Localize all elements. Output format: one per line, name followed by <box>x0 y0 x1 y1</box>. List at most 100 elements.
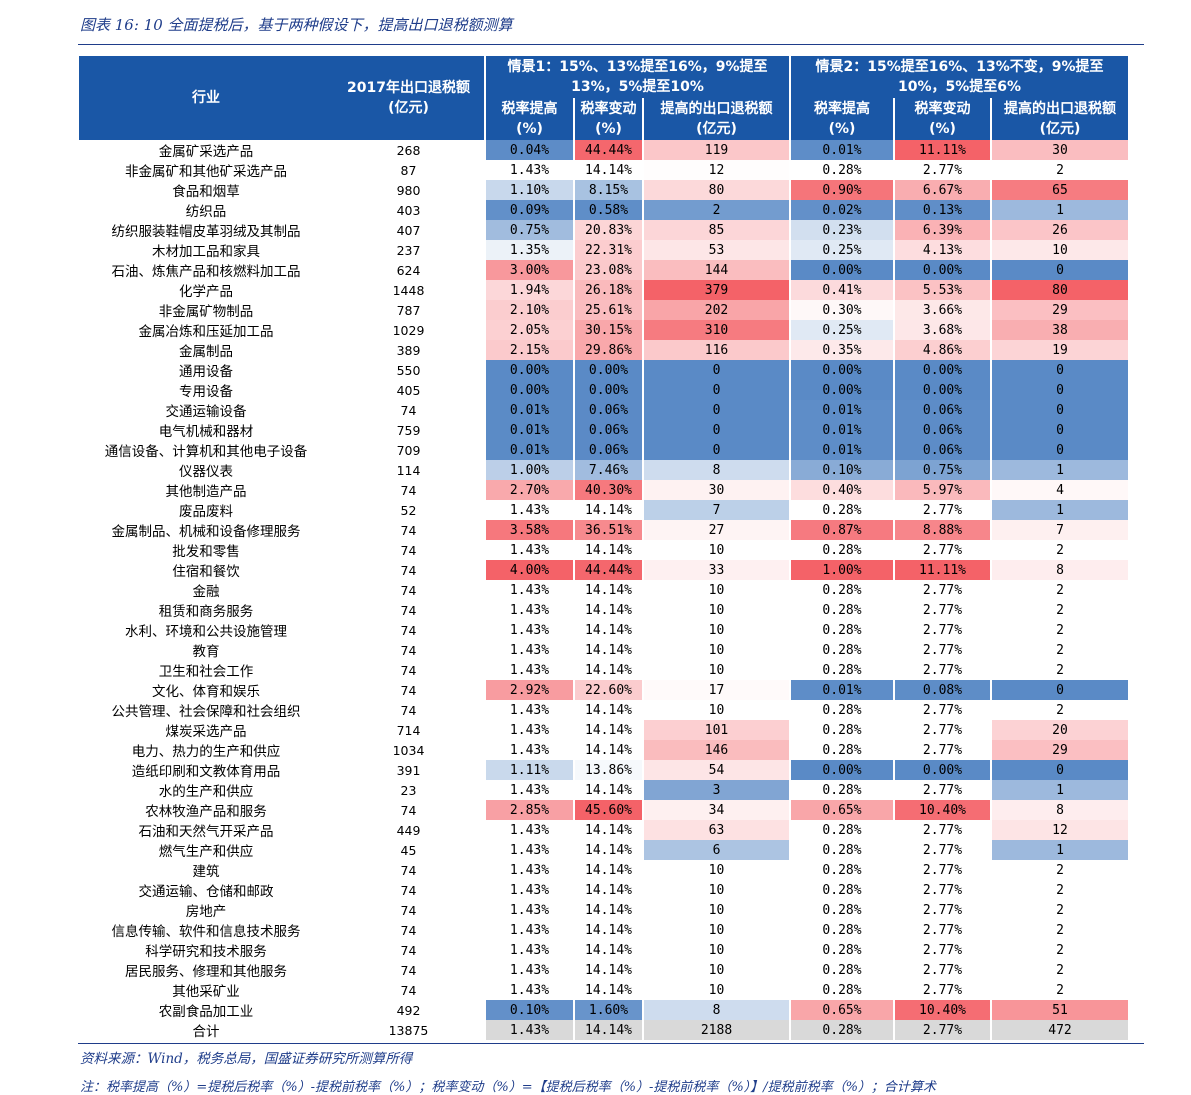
value-cell-b2: 2.77% <box>893 540 991 560</box>
value-cell-a3: 7 <box>642 500 790 520</box>
value-cell-b3: 2 <box>990 580 1128 600</box>
table-row: 住宿和餐饮 74 4.00% 44.44% 33 1.00% 11.11% 8 <box>79 560 1128 580</box>
rebate-2017-cell: 74 <box>400 902 417 918</box>
table-row: 仪器仪表 114 1.00% 7.46% 8 0.10% 0.75% 1 <box>79 460 1128 480</box>
industry-cell: 卫生和社会工作 <box>158 664 254 680</box>
industry-cell: 金融 <box>192 584 220 600</box>
table-row: 木材加工品和家具 237 1.35% 22.31% 53 0.25% 4.13% 10 <box>79 240 1128 260</box>
value-cell-b2: 2.77% <box>893 720 991 740</box>
value-cell-b1: 0.28% <box>789 740 894 760</box>
rebate-2017-cell: 389 <box>396 342 421 358</box>
industry-cell: 水的生产和供应 <box>158 784 254 800</box>
value-cell-a2: 1.60% <box>573 1000 643 1020</box>
header-s2-rate-change: 税率变动 (%) <box>893 98 991 140</box>
value-cell-b2: 2.77% <box>893 740 991 760</box>
value-cell-a2: 22.60% <box>573 680 643 700</box>
value-cell-a3: 10 <box>642 660 790 680</box>
value-cell-b2: 0.00% <box>893 380 991 400</box>
value-cell-a3: 10 <box>642 600 790 620</box>
value-cell-b2: 2.77% <box>893 820 991 840</box>
value-cell-b2: 2.77% <box>893 780 991 800</box>
value-cell-b3: 2 <box>990 960 1128 980</box>
industry-cell: 仪器仪表 <box>179 464 233 480</box>
industry-cell: 石油、炼焦产品和核燃料加工品 <box>111 264 301 280</box>
header-s1-rate-up: 税率提高 (%) <box>484 98 574 140</box>
value-cell-b1: 0.28% <box>789 700 894 720</box>
table-row: 卫生和社会工作 74 1.43% 14.14% 10 0.28% 2.77% 2 <box>79 660 1128 680</box>
value-cell-b2: 2.77% <box>893 600 991 620</box>
value-cell-a2: 14.14% <box>573 620 643 640</box>
value-cell-a2: 7.46% <box>573 460 643 480</box>
value-cell-a1: 1.43% <box>484 860 574 880</box>
table-row: 交通运输、仓储和邮政 74 1.43% 14.14% 10 0.28% 2.77% 2 <box>79 880 1128 900</box>
value-cell-a3: 0 <box>642 440 790 460</box>
value-cell-b3: 8 <box>990 800 1128 820</box>
value-cell-a1: 0.01% <box>484 440 574 460</box>
value-cell-b3: 65 <box>990 180 1128 200</box>
industry-cell: 农副食品加工业 <box>158 1004 254 1020</box>
value-cell-b1: 0.02% <box>789 200 894 220</box>
rebate-2017-cell: 74 <box>400 982 417 998</box>
value-cell-a1: 1.43% <box>484 880 574 900</box>
value-cell-a2: 14.14% <box>573 880 643 900</box>
value-cell-a1: 0.00% <box>484 360 574 380</box>
value-cell-a3: 10 <box>642 860 790 880</box>
industry-cell: 水利、环境和公共设施管理 <box>125 624 287 640</box>
value-cell-a3: 10 <box>642 540 790 560</box>
rebate-2017-cell: 74 <box>400 882 417 898</box>
value-cell-b2: 5.53% <box>893 280 991 300</box>
value-cell-b3: 2 <box>990 700 1128 720</box>
value-cell-a2: 14.14% <box>573 160 643 180</box>
industry-cell: 批发和零售 <box>172 544 240 560</box>
value-cell-a2: 14.14% <box>573 1020 643 1040</box>
value-cell-a3: 2188 <box>642 1020 790 1040</box>
industry-cell: 文化、体育和娱乐 <box>152 684 260 700</box>
rebate-2017-cell: 74 <box>400 402 417 418</box>
industry-cell: 电气机械和器材 <box>158 424 254 440</box>
table-row: 电气机械和器材 759 0.01% 0.06% 0 0.01% 0.06% 0 <box>79 420 1128 440</box>
value-cell-b2: 2.77% <box>893 980 991 1000</box>
table-row: 水的生产和供应 23 1.43% 14.14% 3 0.28% 2.77% 1 <box>79 780 1128 800</box>
value-cell-a1: 1.43% <box>484 740 574 760</box>
value-cell-b2: 2.77% <box>893 920 991 940</box>
value-cell-b1: 0.35% <box>789 340 894 360</box>
value-cell-a2: 14.14% <box>573 600 643 620</box>
value-cell-b1: 0.01% <box>789 140 894 160</box>
value-cell-b2: 5.97% <box>893 480 991 500</box>
value-cell-b3: 1 <box>990 840 1128 860</box>
rebate-2017-cell: 403 <box>396 202 421 218</box>
value-cell-a1: 2.85% <box>484 800 574 820</box>
value-cell-b1: 0.28% <box>789 940 894 960</box>
value-cell-b1: 0.00% <box>789 360 894 380</box>
value-cell-b3: 51 <box>990 1000 1128 1020</box>
rebate-2017-cell: 492 <box>396 1002 421 1018</box>
value-cell-a2: 20.83% <box>573 220 643 240</box>
value-cell-b2: 11.11% <box>893 140 991 160</box>
value-cell-a1: 1.43% <box>484 600 574 620</box>
value-cell-b3: 10 <box>990 240 1128 260</box>
value-cell-b3: 7 <box>990 520 1128 540</box>
value-cell-a1: 0.75% <box>484 220 574 240</box>
table-row: 居民服务、修理和其他服务 74 1.43% 14.14% 10 0.28% 2.77% 2 <box>79 960 1128 980</box>
value-cell-b3: 2 <box>990 980 1128 1000</box>
table-row: 科学研究和技术服务 74 1.43% 14.14% 10 0.28% 2.77% 2 <box>79 940 1128 960</box>
table-row: 文化、体育和娱乐 74 2.92% 22.60% 17 0.01% 0.08% 0 <box>79 680 1128 700</box>
value-cell-b1: 0.90% <box>789 180 894 200</box>
rebate-2017-cell: 624 <box>396 262 421 278</box>
value-cell-a3: 10 <box>642 700 790 720</box>
value-cell-b3: 1 <box>990 500 1128 520</box>
value-cell-a2: 0.00% <box>573 380 643 400</box>
table-row: 煤炭采选产品 714 1.43% 14.14% 101 0.28% 2.77% 20 <box>79 720 1128 740</box>
value-cell-b3: 2 <box>990 940 1128 960</box>
table-row: 租赁和商务服务 74 1.43% 14.14% 10 0.28% 2.77% 2 <box>79 600 1128 620</box>
value-cell-b3: 2 <box>990 900 1128 920</box>
industry-cell: 交通运输设备 <box>165 404 247 420</box>
industry-cell: 信息传输、软件和信息技术服务 <box>111 924 301 940</box>
rebate-2017-cell: 23 <box>400 782 417 798</box>
table-row: 金属制品 389 2.15% 29.86% 116 0.35% 4.86% 19 <box>79 340 1128 360</box>
value-cell-a1: 3.58% <box>484 520 574 540</box>
rebate-2017-cell: 74 <box>400 602 417 618</box>
industry-cell: 建筑 <box>192 864 220 880</box>
table-row: 信息传输、软件和信息技术服务 74 1.43% 14.14% 10 0.28% 2.77% 2 <box>79 920 1128 940</box>
value-cell-b3: 2 <box>990 880 1128 900</box>
